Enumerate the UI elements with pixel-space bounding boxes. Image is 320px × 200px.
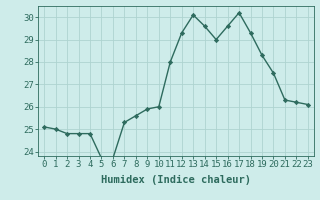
X-axis label: Humidex (Indice chaleur): Humidex (Indice chaleur) <box>101 175 251 185</box>
